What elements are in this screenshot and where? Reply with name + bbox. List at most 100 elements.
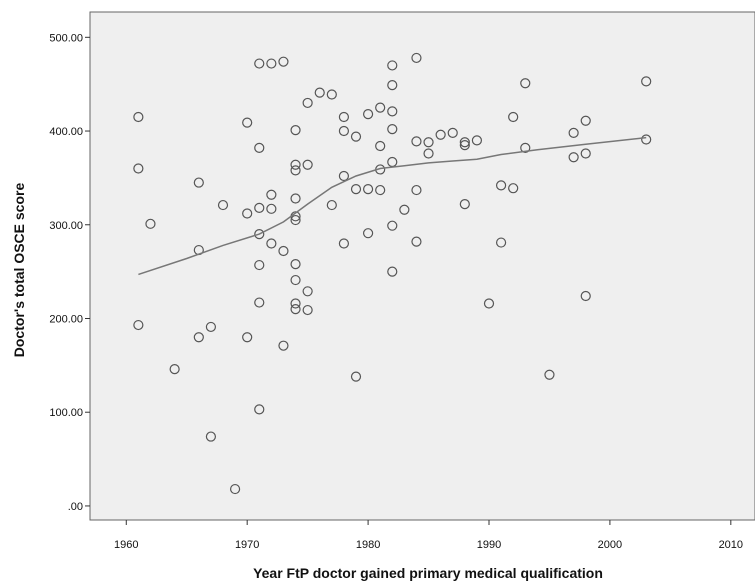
- data-point: [375, 184, 386, 196]
- scatter-points: [133, 52, 652, 495]
- data-point: [495, 180, 507, 191]
- data-point: [459, 139, 470, 151]
- data-point: [326, 199, 337, 211]
- y-tick-label: .00: [68, 501, 83, 513]
- data-point: [411, 236, 422, 247]
- data-point: [266, 238, 277, 249]
- data-point: [302, 286, 313, 297]
- data-point: [544, 369, 555, 380]
- data-point: [217, 199, 229, 211]
- data-point: [411, 136, 422, 147]
- data-point: [242, 117, 253, 128]
- data-point: [641, 76, 652, 87]
- data-point: [278, 56, 289, 67]
- data-point: [387, 220, 398, 231]
- data-point: [133, 319, 144, 331]
- data-point: [471, 135, 483, 146]
- data-point: [387, 60, 398, 71]
- data-point: [254, 404, 265, 415]
- data-point: [133, 163, 144, 174]
- data-point: [290, 298, 301, 309]
- data-point: [266, 189, 277, 200]
- data-point: [278, 245, 289, 257]
- x-tick-label: 2010: [719, 539, 743, 551]
- data-point: [520, 78, 531, 89]
- data-point: [580, 148, 591, 159]
- data-point: [508, 111, 519, 123]
- data-point: [387, 266, 398, 277]
- data-point: [495, 237, 507, 248]
- data-point: [411, 52, 422, 64]
- data-point: [169, 363, 180, 375]
- x-axis: 1960 1970 1980 1990 2000 2010: [114, 520, 743, 551]
- data-point: [290, 165, 301, 176]
- data-point: [254, 229, 265, 240]
- data-point: [242, 208, 253, 219]
- data-point: [266, 58, 277, 69]
- data-point: [508, 183, 519, 194]
- data-point: [350, 371, 362, 382]
- x-tick-label: 1990: [477, 539, 501, 551]
- y-tick-label: 200.00: [49, 313, 83, 325]
- data-point: [290, 124, 301, 136]
- data-point: [193, 332, 204, 343]
- data-point: [254, 202, 265, 213]
- data-point: [447, 127, 458, 139]
- fit-line: [138, 136, 647, 276]
- data-point: [411, 184, 422, 196]
- data-point: [290, 159, 301, 170]
- y-tick-label: 100.00: [49, 407, 83, 419]
- x-tick-label: 1970: [235, 539, 259, 551]
- data-point: [290, 193, 301, 204]
- data-point: [435, 129, 446, 140]
- data-point: [242, 332, 253, 343]
- data-point: [205, 321, 217, 333]
- data-point: [580, 115, 591, 126]
- data-point: [568, 127, 579, 139]
- data-point: [338, 170, 350, 182]
- data-point: [399, 204, 410, 215]
- data-point: [278, 340, 289, 351]
- data-point: [290, 214, 301, 226]
- data-point: [387, 80, 398, 91]
- data-point: [362, 228, 374, 239]
- data-point: [459, 199, 470, 210]
- y-tick-label: 400.00: [49, 126, 83, 138]
- data-point: [362, 109, 374, 120]
- data-point: [326, 89, 337, 100]
- data-point: [387, 106, 398, 117]
- data-point: [338, 125, 350, 137]
- data-point: [338, 238, 350, 249]
- data-point: [362, 184, 374, 195]
- data-point: [254, 259, 265, 271]
- y-tick-label: 500.00: [49, 32, 83, 44]
- data-point: [568, 152, 579, 163]
- data-point: [641, 134, 652, 145]
- data-point: [193, 177, 204, 188]
- data-point: [290, 259, 301, 270]
- data-point: [229, 483, 241, 495]
- data-point: [302, 97, 313, 109]
- data-point: [145, 218, 156, 229]
- data-point: [302, 304, 313, 316]
- data-point: [266, 203, 277, 214]
- data-point: [350, 131, 362, 142]
- x-axis-title: Year FtP doctor gained primary medical q…: [253, 565, 603, 581]
- x-tick-label: 1960: [114, 539, 138, 551]
- data-point: [423, 137, 434, 148]
- data-point: [387, 124, 398, 135]
- data-point: [520, 142, 531, 154]
- data-point: [459, 137, 470, 148]
- data-point: [375, 102, 386, 113]
- data-point: [338, 111, 350, 123]
- data-point: [580, 290, 591, 302]
- data-point: [205, 431, 217, 442]
- y-axis-title: Doctor's total OSCE score: [11, 183, 27, 358]
- data-point: [254, 58, 265, 69]
- data-point: [254, 142, 265, 154]
- data-point: [290, 304, 301, 315]
- data-point: [302, 159, 313, 170]
- y-tick-label: 300.00: [49, 220, 83, 232]
- data-point: [350, 184, 362, 195]
